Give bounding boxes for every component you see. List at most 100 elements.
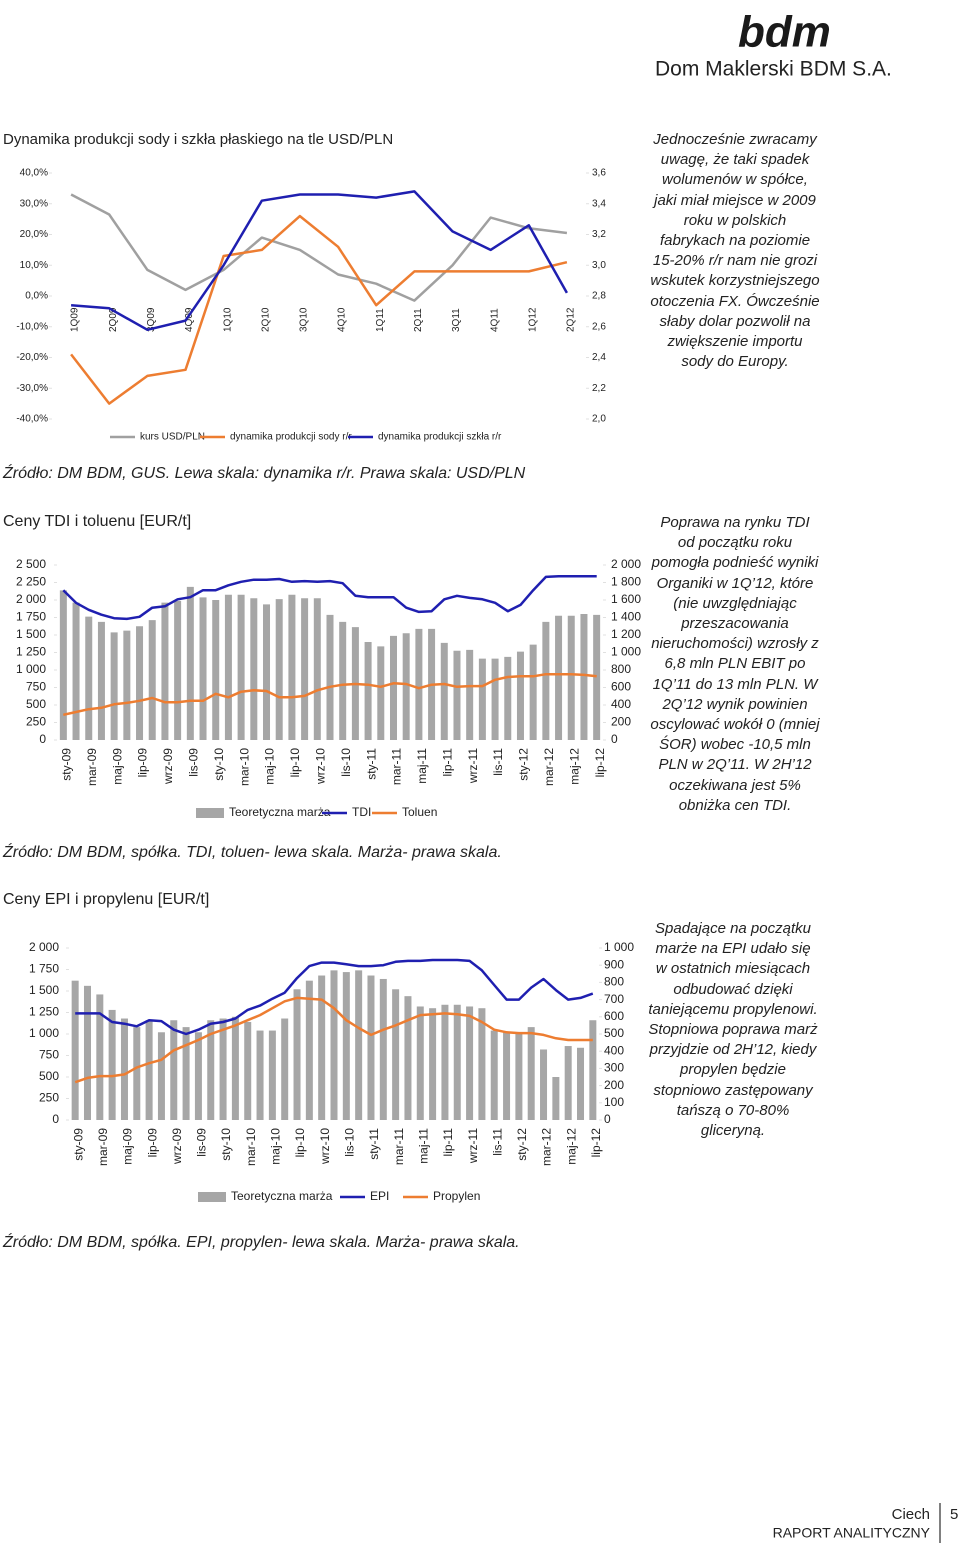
legend-label: dynamika produkcji sody r/r: [230, 432, 352, 443]
x-tick-label: mar-11: [390, 748, 404, 785]
bar: [59, 590, 67, 740]
y-tick-label: 250: [26, 715, 46, 729]
x-tick-label: sty-10: [212, 748, 226, 781]
y-tick-label: 1 800: [611, 575, 641, 589]
x-tick-label: mar-10: [244, 1128, 258, 1166]
y-tick-label: 1 250: [16, 645, 46, 659]
bar: [516, 651, 524, 740]
y-tick-label: 600: [604, 1009, 624, 1023]
bar: [577, 1047, 585, 1120]
y-tick-label: 2,8: [592, 291, 606, 302]
bar: [478, 658, 486, 740]
legend-label: dynamika produkcji szkła r/r: [378, 432, 502, 443]
bar: [231, 1016, 239, 1120]
x-tick-label: maj-12: [564, 1128, 578, 1165]
bar: [275, 599, 283, 740]
y-tick-label: 700: [604, 992, 624, 1006]
bar: [268, 1030, 276, 1120]
bar: [490, 1030, 498, 1120]
bar: [441, 1004, 449, 1120]
y-tick-label: 500: [39, 1069, 59, 1083]
footer-report: RAPORT ANALITYCZNY: [773, 1525, 931, 1541]
y-tick-label: 3,0: [592, 260, 606, 271]
commentary: Jednocześnie zwracamy uwagę, że taki spa…: [650, 131, 820, 371]
x-tick-label: 2Q10: [260, 307, 271, 332]
x-tick-label: 1Q09: [70, 307, 81, 332]
x-tick-label: lip-10: [293, 1128, 307, 1158]
y-tick-label: 2,6: [592, 321, 606, 332]
bar: [194, 1032, 202, 1120]
bar: [355, 970, 363, 1120]
bar: [453, 1004, 461, 1120]
bar: [478, 1008, 486, 1120]
bar: [108, 1009, 116, 1120]
bar: [379, 978, 387, 1120]
y-tick-label: 750: [26, 680, 46, 694]
legend-label: Teoretyczna marża: [229, 805, 331, 819]
line-series: [70, 214, 568, 405]
y-tick-label: 600: [611, 680, 631, 694]
y-tick-label: 1 750: [16, 610, 46, 624]
bar: [367, 975, 375, 1120]
y-tick-label: -40,0%: [16, 414, 48, 425]
bar: [199, 597, 207, 740]
bar: [212, 600, 220, 740]
y-tick-label: 750: [39, 1048, 59, 1062]
bar: [237, 594, 245, 740]
y-tick-label: -30,0%: [16, 383, 48, 394]
y-tick-label: 2 000: [16, 592, 46, 606]
x-tick-label: lip-09: [145, 1128, 159, 1158]
bar: [364, 642, 372, 740]
x-tick-label: 4Q10: [337, 307, 348, 332]
bar: [219, 1018, 227, 1120]
y-tick-label: 0,0%: [25, 291, 48, 302]
bar: [552, 1077, 560, 1120]
bar: [250, 598, 258, 740]
line-series: [70, 190, 568, 332]
x-tick-label: lip-11: [441, 1128, 455, 1157]
y-tick-label: 2,4: [592, 352, 606, 363]
x-tick-label: wrz-11: [466, 1128, 480, 1164]
bar: [416, 1006, 424, 1120]
x-tick-label: wrz-09: [161, 748, 175, 785]
legend-swatch: [198, 1192, 226, 1202]
x-tick-label: maj-12: [567, 748, 581, 785]
y-tick-label: 500: [604, 1026, 624, 1040]
bar: [281, 1018, 289, 1120]
bar: [313, 598, 321, 740]
line-series: [62, 574, 597, 621]
bar: [491, 658, 499, 740]
x-tick-label: maj-10: [269, 1128, 283, 1165]
bar: [145, 1020, 153, 1120]
x-tick-label: lis-10: [339, 748, 353, 777]
y-tick-label: -20,0%: [16, 352, 48, 363]
x-tick-label: mar-11: [392, 1128, 406, 1165]
bar: [339, 621, 347, 740]
x-tick-label: lis-11: [491, 748, 505, 776]
x-tick-label: maj-11: [416, 1128, 430, 1164]
legend-swatch: [196, 808, 224, 818]
bar: [429, 1008, 437, 1120]
x-tick-label: mar-09: [96, 1128, 110, 1166]
source-note: Źródło: DM BDM, spółka. TDI, toluen- lew…: [3, 844, 502, 861]
bar: [305, 980, 313, 1120]
bar: [157, 1032, 165, 1120]
y-tick-label: 30,0%: [20, 198, 48, 209]
bar: [342, 972, 350, 1120]
bar: [567, 615, 575, 740]
bar: [207, 1020, 215, 1120]
bar: [504, 656, 512, 740]
y-tick-label: 1 200: [611, 627, 641, 641]
bar: [589, 1020, 597, 1120]
y-tick-label: 1 000: [16, 662, 46, 676]
y-tick-label: 2,0: [592, 414, 606, 425]
x-tick-label: lis-10: [342, 1128, 356, 1157]
x-tick-label: sty-09: [71, 1128, 85, 1161]
y-tick-label: 1 500: [16, 627, 46, 641]
x-tick-label: lip-11: [440, 748, 454, 777]
y-tick-label: 0: [52, 1112, 59, 1126]
bar: [330, 970, 338, 1120]
bar: [182, 1027, 190, 1120]
x-tick-label: sty-12: [515, 1128, 529, 1161]
